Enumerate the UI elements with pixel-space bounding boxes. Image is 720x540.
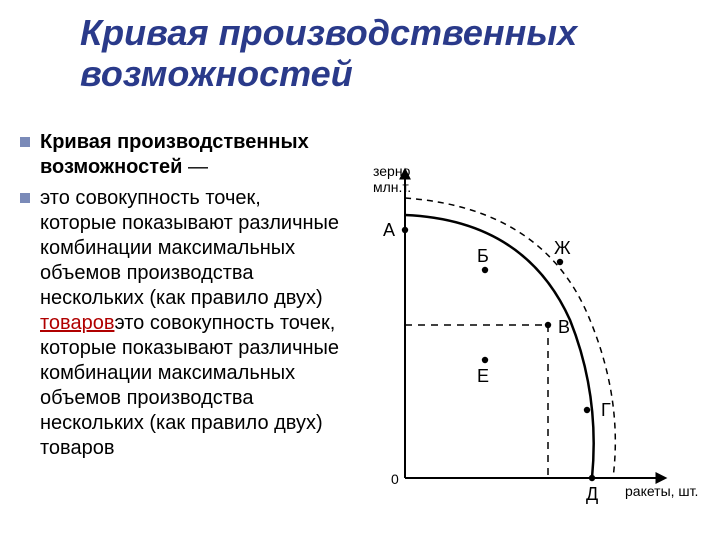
svg-text:Б: Б (477, 246, 489, 266)
svg-text:млн.т.: млн.т. (373, 179, 411, 195)
svg-text:Д: Д (586, 484, 598, 504)
bullet-item-2: это совокупность точек, которые показыва… (20, 186, 340, 461)
page-title: Кривая производственных возможностей (80, 12, 690, 95)
svg-text:Е: Е (477, 366, 489, 386)
svg-text:0: 0 (391, 471, 399, 487)
para-2: это совокупность точек, которые показыва… (40, 186, 340, 461)
ppf-chart: зерномлн.т. ракеты, шт. 0 А Б Ж В Е Г Д (355, 140, 705, 530)
bullet-icon (20, 193, 30, 203)
para-1: Кривая производственных возможностей — (40, 130, 340, 180)
svg-text:Г: Г (601, 400, 611, 420)
svg-text:А: А (383, 220, 395, 240)
bullet-item-1: Кривая производственных возможностей — (20, 130, 340, 180)
svg-text:В: В (558, 317, 570, 337)
svg-text:ракеты, шт.: ракеты, шт. (625, 483, 698, 499)
svg-text:Ж: Ж (554, 238, 571, 258)
text-column: Кривая производственных возможностей — э… (20, 130, 340, 467)
bullet-icon (20, 137, 30, 147)
svg-text:зерно: зерно (373, 163, 411, 179)
goods-link[interactable]: товаров (40, 312, 114, 334)
